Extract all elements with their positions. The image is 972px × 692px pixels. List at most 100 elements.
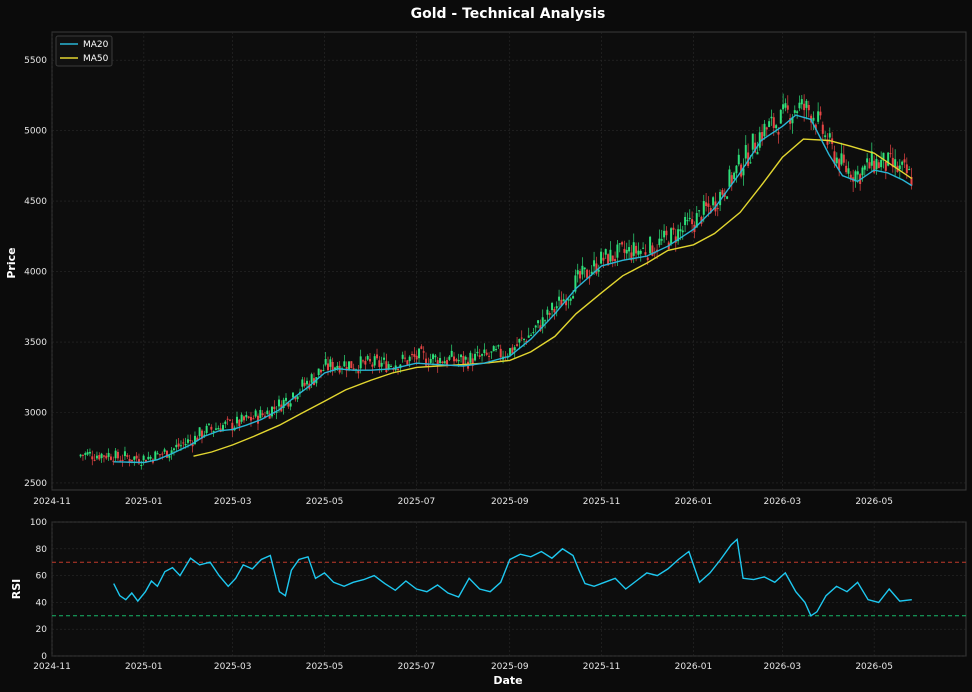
candle-body xyxy=(791,117,794,124)
candle-body xyxy=(88,451,91,454)
candle-body xyxy=(184,443,187,446)
rsi-y-tick-label: 60 xyxy=(36,572,48,582)
candle-body xyxy=(488,355,491,357)
candle-body xyxy=(551,302,554,311)
candle-body xyxy=(532,332,535,334)
rsi-y-tick-label: 80 xyxy=(36,545,48,555)
candle-body xyxy=(320,369,323,373)
candle-body xyxy=(142,455,145,461)
candle-body xyxy=(838,159,841,170)
candle-body xyxy=(404,357,407,359)
candle-body xyxy=(744,145,747,159)
candle-body xyxy=(254,410,257,417)
candle-body xyxy=(296,396,299,400)
candle-body xyxy=(842,154,845,163)
candle-body xyxy=(457,359,460,362)
candle-body xyxy=(172,448,175,450)
candle-body xyxy=(469,352,472,363)
candle-body xyxy=(154,451,157,461)
rsi-grid xyxy=(51,521,966,657)
candle-body xyxy=(238,419,241,427)
candle-body xyxy=(383,357,386,360)
candle-body xyxy=(380,362,383,367)
candle-body xyxy=(602,257,605,261)
candle-body xyxy=(658,238,661,246)
candle-body xyxy=(443,361,446,364)
candle-body xyxy=(870,151,873,166)
candle-body xyxy=(413,354,416,357)
candle-body xyxy=(754,142,757,153)
rsi-y-tick-label: 20 xyxy=(36,625,48,635)
candle-body xyxy=(240,414,243,422)
candle-body xyxy=(476,351,479,354)
candle-body xyxy=(880,159,883,168)
candle-body xyxy=(616,244,619,258)
candle-body xyxy=(149,456,152,459)
candle-body xyxy=(441,361,444,364)
candle-body xyxy=(747,152,750,166)
chart-title: Gold - Technical Analysis xyxy=(411,6,606,22)
candle-body xyxy=(205,425,208,434)
candle-body xyxy=(910,177,913,186)
candle-body xyxy=(165,450,168,458)
candle-body xyxy=(306,380,309,385)
candle-body xyxy=(530,334,533,336)
candle-body xyxy=(322,370,325,372)
candle-body xyxy=(446,360,449,365)
candle-body xyxy=(651,245,654,256)
price-x-tick-label: 2025-03 xyxy=(214,497,252,507)
candle-body xyxy=(824,135,827,138)
candle-body xyxy=(805,100,808,108)
candle-body xyxy=(79,454,82,457)
candle-body xyxy=(422,351,425,353)
candle-body xyxy=(614,259,617,261)
candle-body xyxy=(397,368,400,371)
candle-body xyxy=(497,345,500,347)
candle-body xyxy=(695,213,698,228)
candle-body xyxy=(81,454,84,456)
rsi-y-tick-label: 40 xyxy=(36,598,48,608)
candle-body xyxy=(137,459,140,464)
rsi-axis-label: RSI xyxy=(10,579,23,600)
price-x-tick-label: 2026-03 xyxy=(763,497,801,507)
candle-body xyxy=(544,320,547,322)
candle-body xyxy=(726,196,729,199)
candle-body xyxy=(567,299,570,301)
price-axis-label: Price xyxy=(5,247,18,278)
candle-body xyxy=(707,203,710,207)
candle-body xyxy=(562,299,565,302)
candle-body xyxy=(649,236,652,254)
candle-body xyxy=(565,300,568,306)
candle-body xyxy=(581,265,584,275)
candle-body xyxy=(471,358,474,366)
candle-body xyxy=(525,340,528,343)
candle-body xyxy=(847,168,850,174)
candle-body xyxy=(908,168,911,171)
candle-body xyxy=(593,260,596,267)
candle-body xyxy=(856,171,859,175)
candle-body xyxy=(95,455,98,459)
candle-body xyxy=(789,118,792,124)
candle-body xyxy=(198,427,201,437)
candle-body xyxy=(583,267,586,270)
candle-body xyxy=(196,437,199,442)
candle-body xyxy=(609,249,612,262)
price-x-tick-label: 2025-07 xyxy=(398,497,436,507)
candle-body xyxy=(705,202,708,207)
candle-body xyxy=(875,158,878,170)
candle-body xyxy=(821,124,824,134)
candle-body xyxy=(86,452,89,455)
legend: MA20 MA50 xyxy=(55,35,113,67)
price-x-tick-label: 2024-11 xyxy=(33,497,71,507)
candle-body xyxy=(784,103,787,108)
candle-body xyxy=(252,418,255,420)
candle-body xyxy=(343,361,346,367)
price-y-tick-label: 5500 xyxy=(24,56,47,66)
candle-body xyxy=(866,158,869,163)
candle-body xyxy=(730,175,733,185)
candle-body xyxy=(429,358,432,363)
candle-body xyxy=(483,349,486,354)
candle-body xyxy=(901,161,904,165)
candle-body xyxy=(490,351,493,353)
candle-body xyxy=(228,419,231,421)
